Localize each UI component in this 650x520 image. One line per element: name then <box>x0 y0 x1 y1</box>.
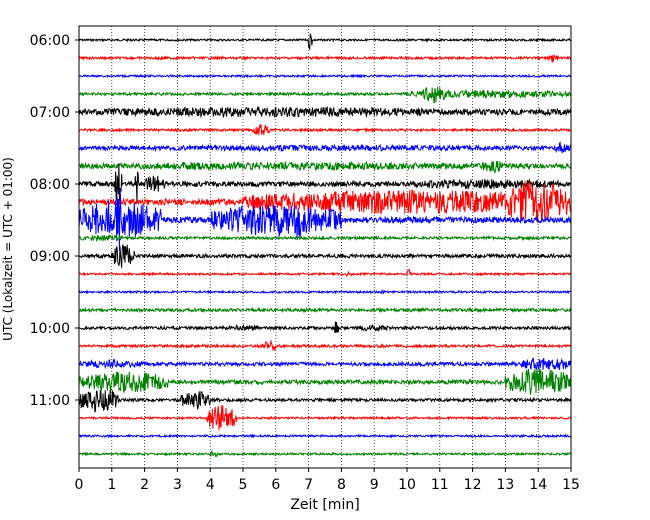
x-axis-ticks: 0 1 2 3 4 5 6 7 8 9 10 11 12 13 14 15 <box>75 468 580 493</box>
x-tick-label: 0 <box>75 477 84 493</box>
plot-frame <box>78 25 572 469</box>
trace-1130 <box>78 433 572 439</box>
trace-1045 <box>78 368 572 395</box>
x-tick-label: 3 <box>173 477 182 493</box>
x-tick-label: 10 <box>398 477 416 493</box>
x-tick-label: 9 <box>370 477 379 493</box>
x-tick-label: 12 <box>464 477 482 493</box>
y-tick-label: 10:00 <box>30 321 70 337</box>
y-axis-ticks: 06:00 07:00 08:00 09:00 10:00 11:00 <box>30 33 79 409</box>
x-tick-label: 15 <box>562 477 580 493</box>
trace-1000 <box>78 321 572 333</box>
trace-1030 <box>78 357 572 370</box>
trace-0815 <box>78 180 572 223</box>
trace-1145 <box>78 450 572 458</box>
x-tick-label: 6 <box>271 477 280 493</box>
y-tick-label: 06:00 <box>30 33 70 49</box>
trace-0630 <box>78 73 572 79</box>
x-tick-label: 8 <box>337 477 346 493</box>
trace-0915 <box>78 268 572 278</box>
x-tick-label: 11 <box>431 477 449 493</box>
x-tick-label: 7 <box>304 477 313 493</box>
x-tick-label: 4 <box>206 477 215 493</box>
trace-0800 <box>78 163 572 204</box>
trace-1115 <box>78 405 572 431</box>
x-tick-label: 14 <box>529 477 547 493</box>
y-tick-label: 08:00 <box>30 177 70 193</box>
trace-1015 <box>78 340 572 352</box>
trace-0645 <box>78 86 572 104</box>
trace-0730 <box>78 141 572 154</box>
y-axis-label: UTC (Lokalzeit = UTC + 01:00) <box>1 157 15 341</box>
trace-0930 <box>78 288 572 295</box>
y-tick-label: 07:00 <box>30 105 70 121</box>
y-tick-label: 11:00 <box>30 393 70 409</box>
y-tick-label: 09:00 <box>30 249 70 265</box>
trace-1100 <box>78 389 572 413</box>
trace-0845 <box>78 233 572 243</box>
trace-0615 <box>78 53 572 64</box>
x-tick-label: 5 <box>239 477 248 493</box>
trace-0600 <box>78 33 572 50</box>
seismic-traces <box>78 33 572 458</box>
trace-0830 <box>78 187 572 251</box>
x-tick-label: 1 <box>107 477 116 493</box>
trace-0900 <box>78 244 572 268</box>
x-tick-label: 2 <box>140 477 149 493</box>
x-tick-label: 13 <box>496 477 514 493</box>
trace-0945 <box>78 306 572 314</box>
trace-0715 <box>78 124 572 136</box>
trace-0700 <box>78 105 572 119</box>
x-axis-label: Zeit [min] <box>290 497 359 513</box>
trace-0745 <box>78 160 572 174</box>
